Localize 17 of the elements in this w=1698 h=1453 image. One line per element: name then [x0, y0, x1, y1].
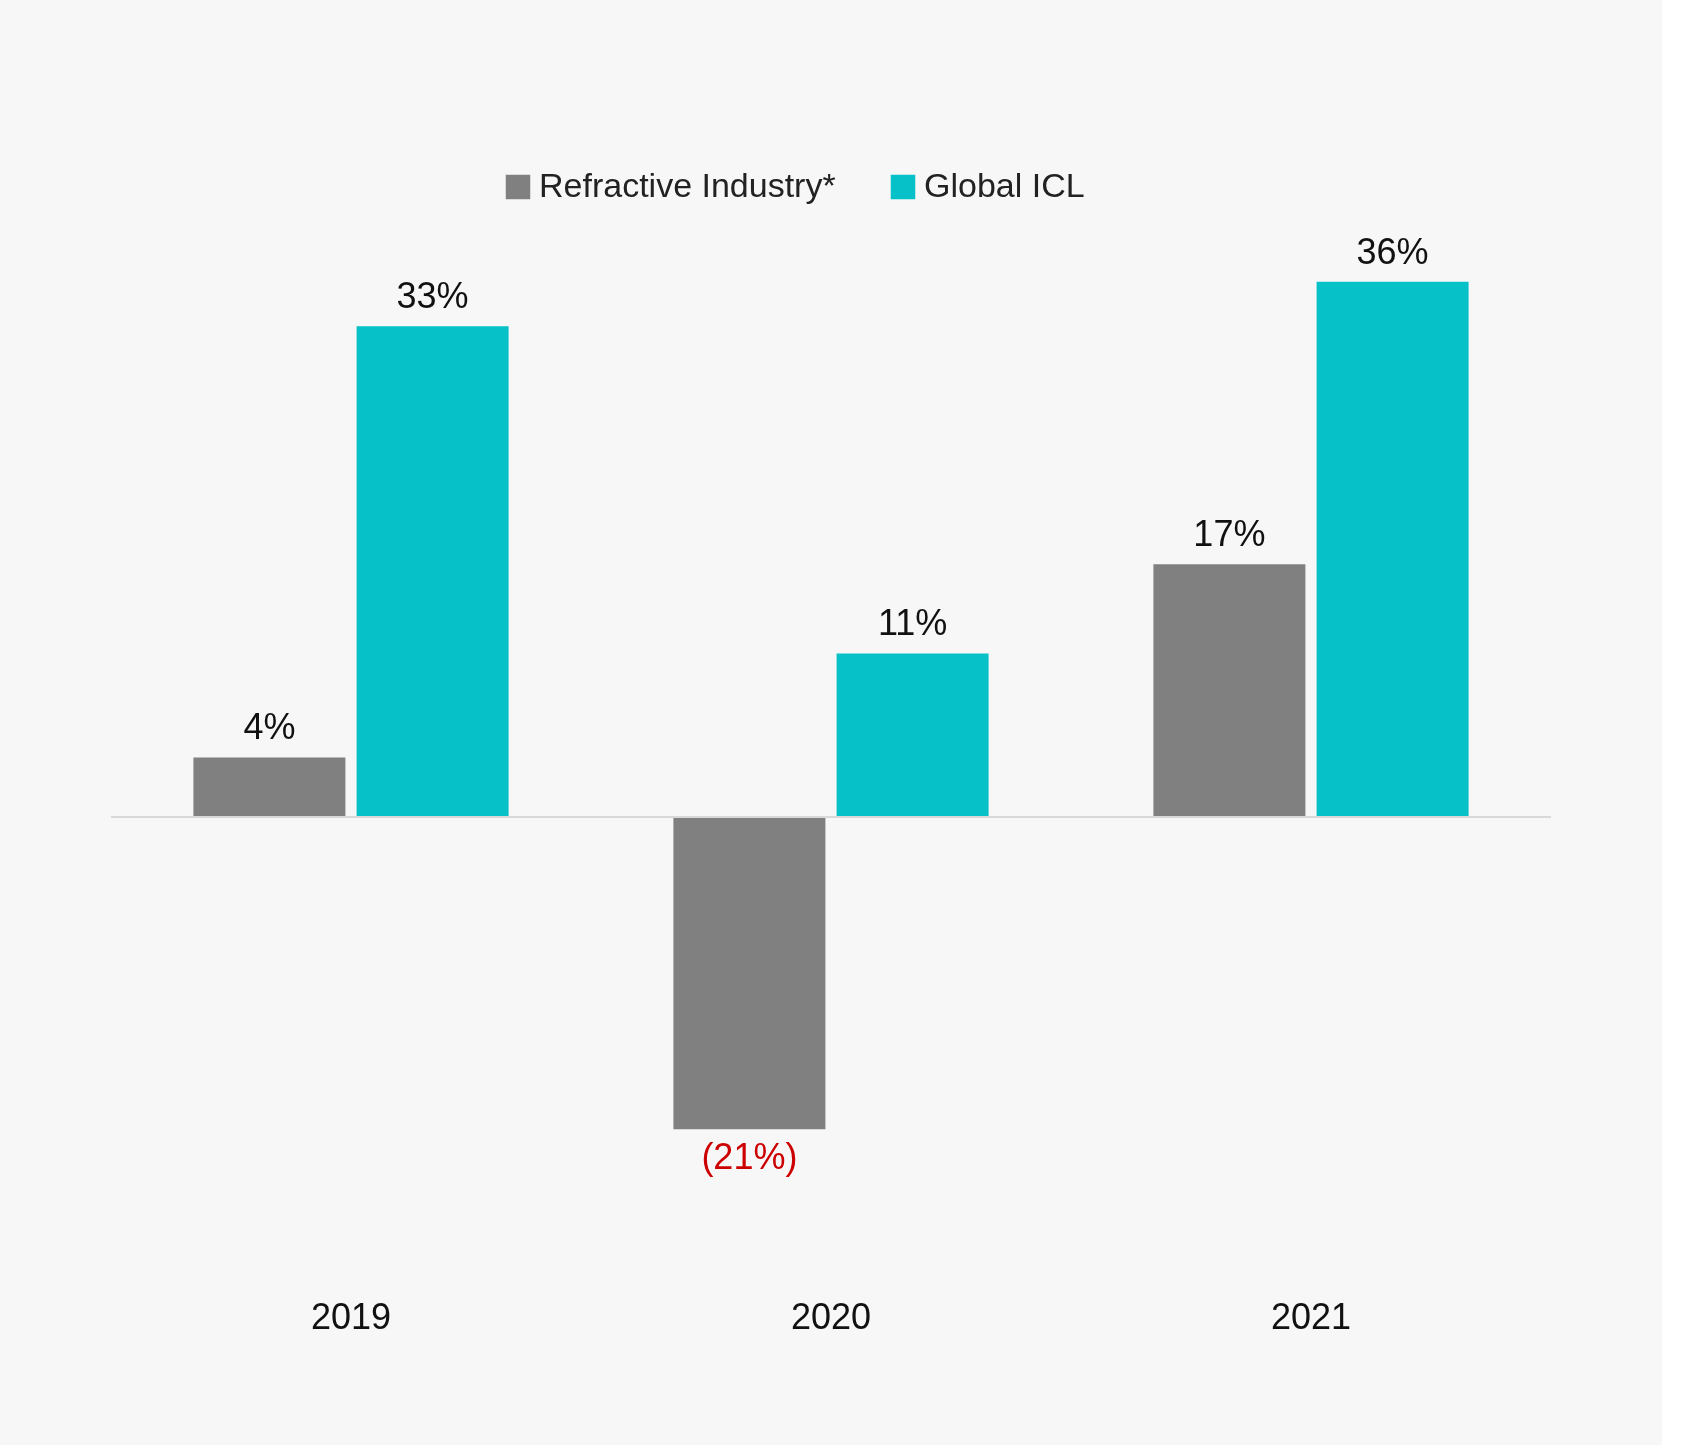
data-label: 4% — [243, 706, 296, 748]
data-label: (21%) — [701, 1136, 798, 1178]
data-label: 17% — [1193, 513, 1266, 555]
legend-label: Global ICL — [924, 166, 1085, 204]
x-tick-label: 2020 — [790, 1295, 872, 1337]
bar — [1153, 564, 1306, 817]
bar — [356, 326, 509, 817]
bar — [1316, 281, 1469, 817]
data-label: 33% — [396, 275, 469, 317]
legend-label: Refractive Industry* — [539, 166, 836, 204]
bar — [673, 816, 826, 1130]
x-tick-label: 2021 — [1270, 1295, 1352, 1337]
data-label: 36% — [1356, 230, 1429, 272]
data-label: 11% — [877, 602, 948, 644]
bar — [193, 757, 346, 817]
x-tick-label: 2019 — [310, 1295, 392, 1337]
bar — [836, 653, 989, 817]
